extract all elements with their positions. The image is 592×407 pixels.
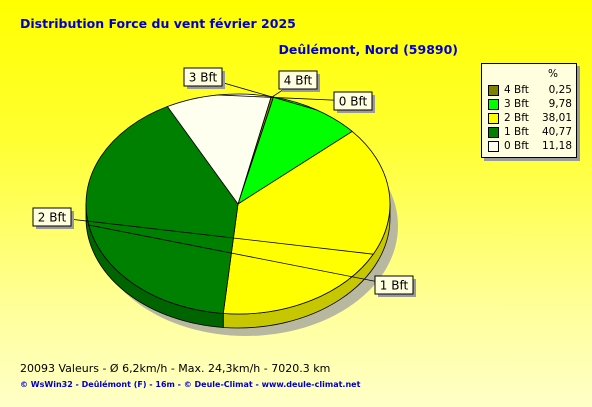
legend-item-2bft: 2 Bft 38,01: [488, 112, 572, 124]
legend-item-1bft: 1 Bft 40,77: [488, 126, 572, 138]
legend-label: 0 Bft: [504, 140, 529, 152]
chart-title: Distribution Force du vent février 2025: [20, 16, 296, 31]
pie-slice-1-bft: [85, 106, 239, 314]
legend-label: 3 Bft: [504, 98, 529, 110]
legend-swatch-0bft: [488, 141, 499, 152]
legend-item-4bft: 4 Bft 0,25: [488, 84, 572, 96]
legend-label: 1 Bft: [504, 126, 529, 138]
slice-label-text: 1 Bft: [380, 279, 409, 293]
legend-item-3bft: 3 Bft 9,78: [488, 98, 572, 110]
legend-value: 11,18: [541, 140, 572, 152]
legend-label: 2 Bft: [504, 112, 529, 124]
legend-swatch-4bft: [488, 85, 499, 96]
legend-item-0bft: 0 Bft 11,18: [488, 140, 572, 152]
legend-value: 40,77: [541, 126, 572, 138]
credits-footer: © WsWin32 - Deûlémont (F) - 16m - © Deul…: [20, 380, 361, 389]
legend-swatch-3bft: [488, 99, 499, 110]
legend-swatch-2bft: [488, 113, 499, 124]
slice-label-0-bft: 0 Bft: [218, 91, 375, 113]
legend-value: 0,25: [548, 84, 572, 96]
slice-label-text: 0 Bft: [339, 95, 368, 109]
slice-label-4-bft: 4 Bft: [272, 70, 320, 98]
stats-footer: 20093 Valeurs - Ø 6,2km/h - Max. 24,3km/…: [20, 362, 331, 375]
legend: % 4 Bft 0,25 3 Bft 9,78 2 Bft 38,01 1 Bf…: [481, 63, 577, 158]
legend-percent-header: %: [548, 68, 558, 80]
slice-label-text: 2 Bft: [38, 211, 67, 225]
legend-value: 9,78: [548, 98, 572, 110]
legend-swatch-1bft: [488, 127, 499, 138]
slice-label-1-bft: 1 Bft: [88, 224, 416, 297]
legend-value: 38,01: [541, 112, 572, 124]
legend-label: 4 Bft: [504, 84, 529, 96]
location-subtitle: Deûlémont, Nord (59890): [278, 42, 458, 57]
slice-label-2-bft: 2 Bft: [32, 207, 374, 255]
slice-label-text: 3 Bft: [189, 71, 218, 85]
slice-label-3-bft: 3 Bft: [183, 67, 317, 111]
slice-label-text: 4 Bft: [284, 74, 313, 88]
